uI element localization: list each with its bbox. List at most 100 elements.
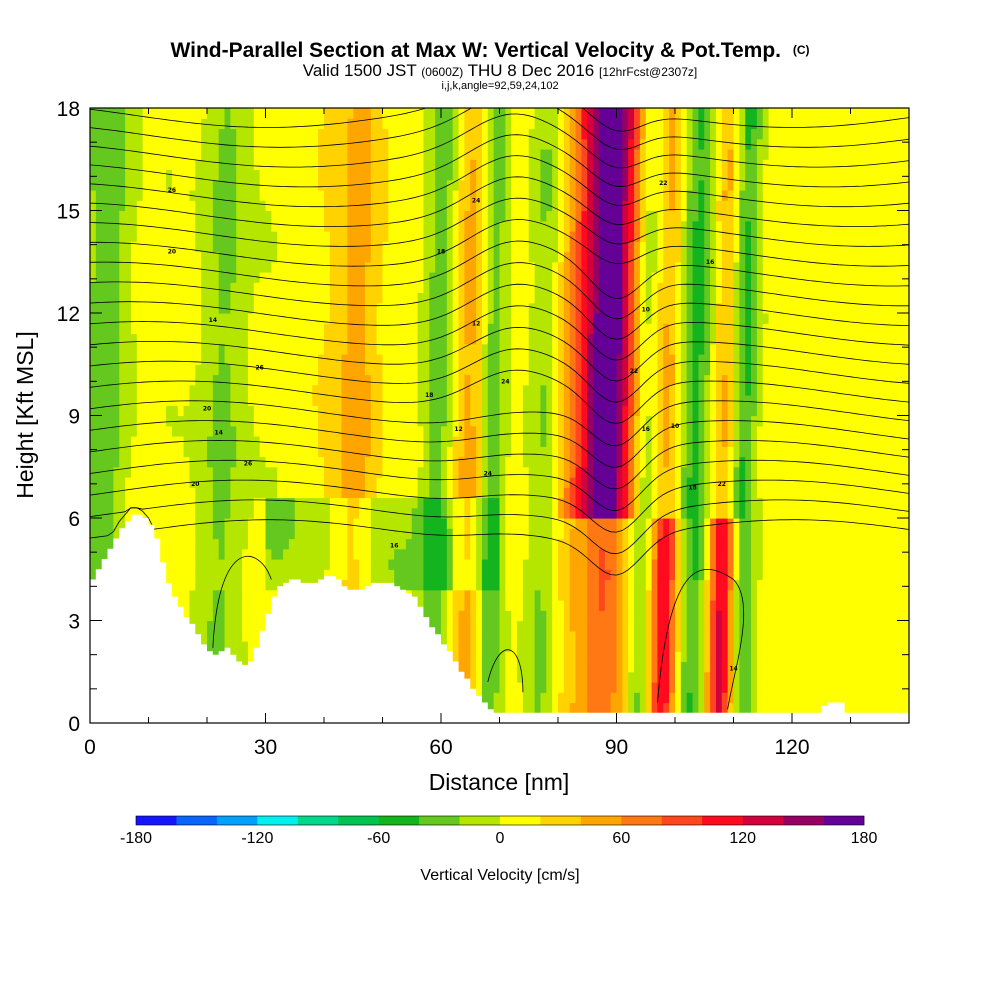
velocity-cell <box>207 528 214 540</box>
velocity-cell <box>394 466 401 478</box>
velocity-cell <box>446 313 454 324</box>
velocity-cell <box>575 610 582 622</box>
velocity-cell <box>569 220 577 232</box>
velocity-cell <box>464 108 471 119</box>
velocity-cell <box>499 507 506 519</box>
velocity-cell <box>230 149 237 160</box>
velocity-cell <box>394 261 401 273</box>
velocity-cell <box>195 302 202 314</box>
velocity-cell <box>125 456 132 468</box>
velocity-cell <box>470 620 477 632</box>
velocity-cell <box>400 179 407 191</box>
velocity-cell <box>125 292 132 304</box>
velocity-cell <box>394 241 401 253</box>
velocity-cell <box>207 138 214 150</box>
velocity-cell <box>259 518 267 529</box>
velocity-cell <box>242 487 249 499</box>
velocity-cell <box>359 200 366 212</box>
velocity-cell <box>148 313 155 324</box>
velocity-cell <box>499 456 506 468</box>
velocity-cell <box>546 456 553 468</box>
velocity-cell <box>288 210 296 222</box>
velocity-cell <box>212 559 220 570</box>
velocity-cell <box>119 415 126 427</box>
velocity-cell <box>446 118 454 130</box>
velocity-cell <box>347 559 354 570</box>
velocity-cell <box>247 333 255 345</box>
velocity-cell <box>113 497 120 509</box>
velocity-cell <box>388 118 395 130</box>
velocity-cell <box>335 210 343 222</box>
velocity-cell <box>335 282 343 294</box>
velocity-cell <box>458 487 465 499</box>
velocity-cell <box>142 292 150 304</box>
velocity-cell <box>534 548 542 560</box>
velocity-cell <box>394 538 401 550</box>
velocity-cell <box>511 149 518 160</box>
velocity-cell <box>534 220 542 232</box>
velocity-cell <box>136 456 144 468</box>
velocity-cell <box>265 272 272 283</box>
velocity-cell <box>125 497 132 509</box>
velocity-cell <box>242 415 249 427</box>
velocity-cell <box>283 569 290 581</box>
velocity-cell <box>429 108 436 119</box>
velocity-cell <box>481 128 489 140</box>
velocity-cell <box>265 220 272 232</box>
velocity-cell <box>136 313 144 324</box>
velocity-cell <box>306 138 313 150</box>
velocity-cell <box>136 425 144 437</box>
velocity-cell <box>212 538 220 550</box>
velocity-cell <box>470 487 477 499</box>
velocity-cell <box>441 620 448 632</box>
velocity-cell <box>207 282 214 294</box>
velocity-cell <box>417 477 425 488</box>
velocity-cell <box>125 395 132 406</box>
velocity-cell <box>376 323 384 335</box>
velocity-cell <box>259 466 267 478</box>
velocity-cell <box>142 149 150 160</box>
velocity-cell <box>382 436 389 447</box>
velocity-cell <box>446 620 454 632</box>
velocity-cell <box>324 507 331 519</box>
velocity-cell <box>247 497 255 509</box>
velocity-cell <box>90 313 97 324</box>
velocity-cell <box>388 313 395 324</box>
velocity-cell <box>288 395 296 406</box>
velocity-cell <box>528 559 536 570</box>
velocity-cell <box>189 559 196 570</box>
velocity-cell <box>247 548 255 560</box>
velocity-cell <box>160 231 167 242</box>
velocity-cell <box>306 497 313 509</box>
velocity-cell <box>306 415 313 427</box>
velocity-cell <box>207 333 214 345</box>
velocity-cell <box>558 671 565 683</box>
velocity-cell <box>212 518 220 529</box>
velocity-cell <box>405 538 413 550</box>
velocity-cell <box>417 108 425 119</box>
velocity-cell <box>376 108 384 119</box>
velocity-cell <box>324 251 331 263</box>
velocity-cell <box>300 497 308 509</box>
velocity-cell <box>160 118 167 130</box>
velocity-cell <box>236 641 243 652</box>
velocity-cell <box>540 405 547 417</box>
velocity-cell <box>329 323 337 335</box>
velocity-cell <box>253 610 261 622</box>
velocity-cell <box>329 333 337 345</box>
velocity-cell <box>546 497 553 509</box>
velocity-cell <box>464 374 471 386</box>
velocity-cell <box>470 671 477 683</box>
velocity-cell <box>569 395 577 406</box>
velocity-cell <box>423 323 430 335</box>
velocity-cell <box>359 292 366 304</box>
velocity-cell <box>382 374 389 386</box>
velocity-cell <box>476 620 483 632</box>
velocity-cell <box>347 323 354 335</box>
velocity-cell <box>189 436 196 447</box>
velocity-cell <box>148 415 155 427</box>
velocity-cell <box>230 589 237 601</box>
velocity-cell <box>277 425 284 437</box>
velocity-cell <box>288 159 296 171</box>
velocity-cell <box>224 220 231 232</box>
